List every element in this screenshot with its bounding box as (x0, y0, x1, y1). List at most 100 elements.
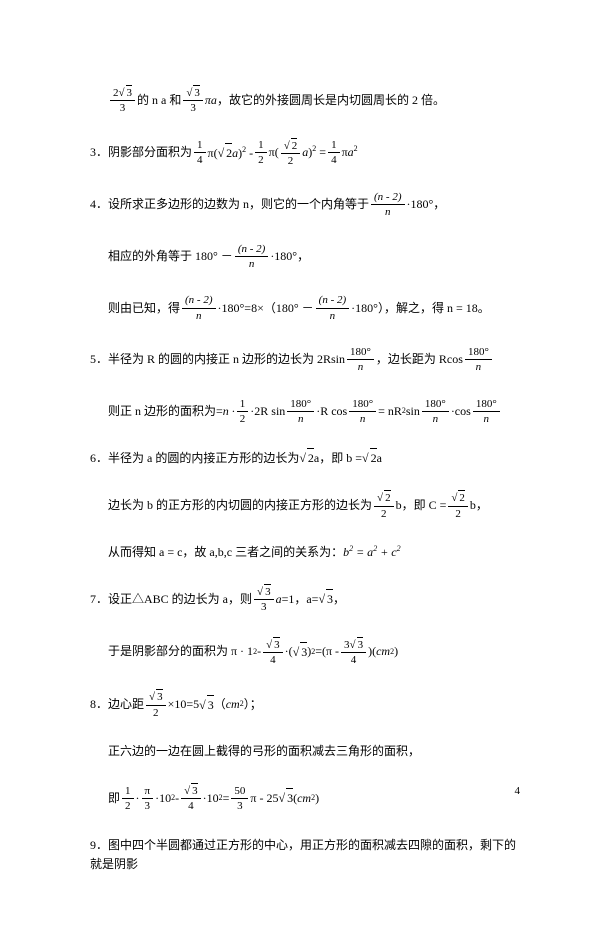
page-content: 23 3 的 n a 和 3 3 πa ，故它的外接圆周长是内切圆周长的 2 倍… (0, 0, 595, 946)
line-6c: 从而得知 a = c，故 a,b,c 三者之间的关系为： b2 = a2 + c… (90, 543, 525, 562)
text: cm (226, 695, 240, 714)
text: b， (470, 496, 488, 515)
text: ，故它的外接圆周长是内切圆周长的 2 倍。 (217, 91, 445, 110)
text: 从而得知 a = c，故 a,b,c 三者之间的关系为： (108, 543, 343, 562)
frac-sqrt2-2: 2 2 (448, 490, 468, 521)
text: 3 (293, 642, 308, 662)
text: sin (406, 402, 420, 421)
text: =(π - (315, 642, 339, 661)
frac-1-4b: 1 4 (328, 138, 340, 168)
text: 相应的外角等于 180° － (108, 247, 233, 266)
text: 5．半径为 R 的圆的内接正 n 边形的边长为 2Rsin (90, 350, 345, 369)
text: ·180°， (270, 247, 309, 266)
line-9: 9．图中四个半圆都通过正方形的中心，用正方形的面积减去四隙的面积，剩下的就是阴影 (90, 836, 525, 874)
line-1: 23 3 的 n a 和 3 3 πa ，故它的外接圆周长是内切圆周长的 2 倍… (90, 85, 525, 116)
text: ·2R sin (250, 402, 285, 421)
frac-1-2: 1 2 (237, 397, 249, 427)
frac-n-2-n: (n - 2) n (235, 242, 269, 272)
text: =1，a= (282, 590, 319, 609)
frac-n-2-n: (n - 2) n (182, 293, 216, 323)
text: b2 = a2 + c2 (343, 543, 401, 562)
line-8b: 正六边的一边在圆上截得的弓形的面积减去三角形的面积， (90, 742, 525, 761)
text: 则由已知，得 (108, 299, 180, 318)
text: π - 25 (250, 789, 278, 808)
text: 3 (278, 788, 293, 808)
text: 2 (299, 448, 314, 468)
text: πa2 (342, 143, 358, 162)
text: π(2a)2 - (208, 143, 254, 163)
frac-3sqrt3-4: 33 4 (341, 637, 366, 668)
line-8a: 8．边心距 3 2 ×10=5 3 （ cm2 ）； (90, 689, 525, 720)
text: ，边长距为 Rcos (376, 350, 463, 369)
frac-2sqrt3-3: 23 3 (110, 85, 135, 116)
text: 则正 n 边形的面积为= (108, 402, 223, 421)
text: - (257, 642, 261, 661)
text: cm (376, 642, 390, 661)
frac-sqrt3-2: 3 2 (146, 689, 166, 720)
line-3: 3．阴影部分面积为 1 4 π(2a)2 - 1 2 π( 2 2 a )2 =… (90, 138, 525, 169)
line-6b: 边长为 b 的正方形的内切圆的内接正方形的边长为 2 2 b，即 C = 2 2… (90, 490, 525, 521)
frac-1-2: 1 2 (122, 784, 134, 814)
text: 4．设所求正多边形的边数为 n，则它的一个内角等于 (90, 195, 369, 214)
text: cm (297, 789, 311, 808)
text: ) (315, 789, 319, 808)
text: = nR (378, 402, 402, 421)
line-6a: 6．半径为 a 的圆的内接正方形的边长为 2 a，即 b = 2 a (90, 448, 525, 468)
frac-180-n: 180° n (422, 397, 449, 427)
frac-sqrt2-2: 2 2 (374, 490, 394, 521)
line-5a: 5．半径为 R 的圆的内接正 n 边形的边长为 2Rsin 180° n ，边长… (90, 345, 525, 375)
text: n · (223, 402, 235, 421)
line-8c: 即 1 2 · π 3 ·102 - 3 4 ·102 = 50 3 π - 2… (90, 783, 525, 814)
text: 3 (199, 695, 214, 715)
text: （ (214, 695, 226, 714)
text: ·cos (451, 402, 471, 421)
text: 的 n a 和 (137, 91, 181, 110)
page-number: 4 (515, 785, 521, 797)
frac-sqrt3-3: 3 3 (183, 85, 203, 116)
text: )( (368, 642, 376, 661)
frac-n-2-n: (n - 2) n (316, 293, 350, 323)
line-5b: 则正 n 边形的面积为= n · 1 2 ·2R sin 180° n ·R c… (90, 397, 525, 427)
text: 8．边心距 (90, 695, 144, 714)
text: πa (205, 91, 217, 110)
text: ·180°， (407, 195, 446, 214)
text: ·180°），解之，得 n = 18。 (351, 299, 490, 318)
text: π( (269, 143, 279, 162)
text: ·R cos (316, 402, 347, 421)
text: )2 = (308, 143, 326, 162)
line-4c: 则由已知，得 (n - 2) n ·180°=8×（180° － (n - 2)… (90, 293, 525, 323)
text: 9．图中四个半圆都通过正方形的中心，用正方形的面积减去四隙的面积，剩下的就是阴影 (90, 836, 525, 874)
frac-180-n: 180° n (349, 397, 376, 427)
frac-180-n: 180° n (287, 397, 314, 427)
frac-180-n: 180° n (473, 397, 500, 427)
frac-sqrt3-4: 3 4 (263, 637, 283, 668)
text: ×10=5 (168, 695, 200, 714)
text: 于是阴影部分的面积为 π · 1 (108, 642, 253, 661)
frac-sqrt3-3: 3 3 (254, 584, 274, 615)
text: ·10 (155, 789, 171, 808)
frac-180-n: 180° n (465, 345, 492, 375)
frac-sqrt2-2: 2 2 (281, 138, 301, 169)
text: ·10 (203, 789, 219, 808)
line-4a: 4．设所求正多边形的边数为 n，则它的一个内角等于 (n - 2) n ·180… (90, 190, 525, 220)
frac-1-4: 1 4 (194, 138, 206, 168)
text: 即 (108, 789, 120, 808)
frac-1-2: 1 2 (255, 138, 267, 168)
line-4b: 相应的外角等于 180° － (n - 2) n ·180°， (90, 242, 525, 272)
frac-n-2-n: (n - 2) n (371, 190, 405, 220)
text: ·( (285, 642, 293, 661)
text: ) (394, 642, 398, 661)
text: 正六边的一边在圆上截得的弓形的面积减去三角形的面积， (108, 742, 420, 761)
frac-180-n: 180° n (347, 345, 374, 375)
frac-50-3: 50 3 (231, 784, 248, 814)
frac-pi-3: π 3 (142, 784, 154, 814)
text: ·180°=8×（180° － (218, 299, 314, 318)
frac-sqrt3-4: 3 4 (181, 783, 201, 814)
line-7a: 7．设正△ABC 的边长为 a，则 3 3 a =1，a= 3 ， (90, 584, 525, 615)
text: 边长为 b 的正方形的内切圆的内接正方形的边长为 (108, 496, 372, 515)
text: 3 (318, 589, 333, 609)
text: = (223, 789, 230, 808)
text: a (377, 449, 382, 468)
text: ， (333, 590, 345, 609)
text: b，即 C = (396, 496, 447, 515)
